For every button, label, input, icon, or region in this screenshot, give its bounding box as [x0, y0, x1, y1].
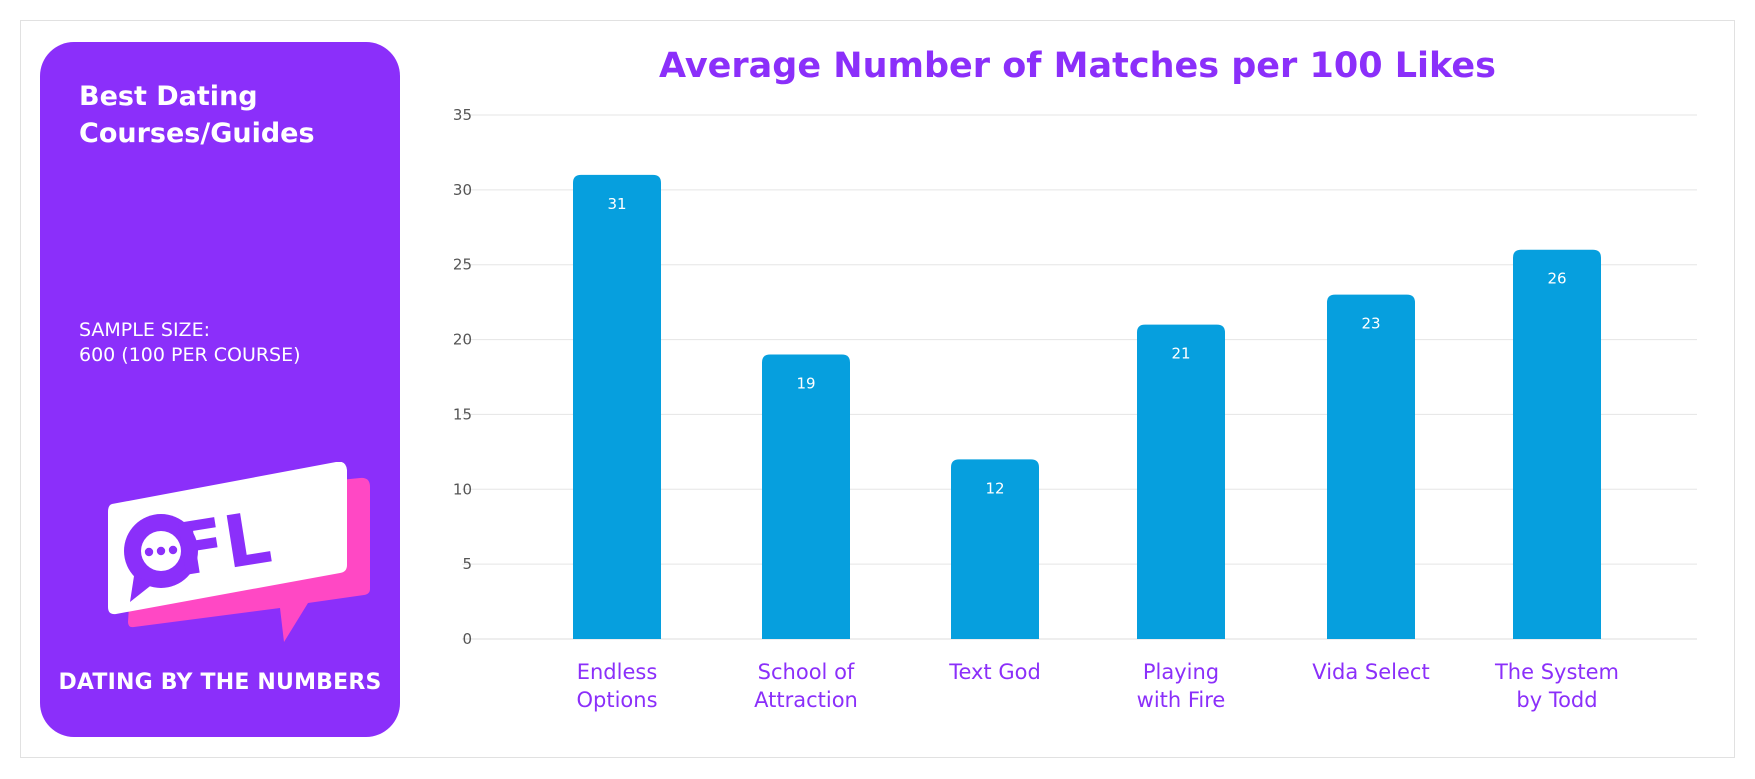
y-tick-label: 20 — [453, 331, 472, 349]
x-tick-label: School of — [758, 660, 855, 684]
x-tick-label: Text God — [948, 660, 1041, 684]
x-tick-label: by Todd — [1516, 688, 1597, 712]
sidebar-title-line2: Courses/Guides — [79, 118, 315, 149]
ofl-logo-text: FL — [169, 495, 276, 593]
y-tick-label: 25 — [453, 256, 472, 274]
chart-title: Average Number of Matches per 100 Likes — [659, 46, 1496, 86]
sample-size-note: SAMPLE SIZE: 600 (100 PER COURSE) — [79, 318, 379, 368]
bar — [762, 354, 850, 639]
sample-size-value: 600 (100 PER COURSE) — [79, 344, 301, 366]
x-tick-label: Endless — [577, 660, 658, 684]
bar — [951, 459, 1039, 639]
x-tick-label: with Fire — [1137, 688, 1226, 712]
data-labels: 31 19 12 21 23 26 — [607, 195, 1566, 497]
sidebar-panel: Best Dating Courses/Guides SAMPLE SIZE: … — [40, 42, 400, 737]
x-tick-label: Vida Select — [1312, 660, 1429, 684]
y-tick-label: 5 — [462, 555, 472, 573]
y-tick-label: 10 — [453, 480, 472, 498]
y-tick-label: 0 — [462, 630, 472, 648]
y-tick-label: 30 — [453, 181, 472, 199]
x-tick-label: Playing — [1143, 660, 1219, 684]
bar — [1513, 249, 1601, 639]
bar — [573, 174, 661, 639]
data-label: 31 — [607, 195, 626, 213]
data-label: 26 — [1547, 270, 1566, 288]
x-tick-label: Attraction — [754, 688, 858, 712]
tagline: DATING BY THE NUMBERS — [58, 670, 382, 695]
bars — [573, 174, 1601, 639]
data-label: 23 — [1361, 315, 1380, 333]
ofl-logo — [108, 462, 370, 642]
bar — [1137, 324, 1225, 639]
x-tick-label: The System — [1494, 660, 1619, 684]
x-tick-label: Options — [576, 688, 657, 712]
sample-size-label: SAMPLE SIZE: — [79, 319, 210, 341]
y-tick-label: 15 — [453, 405, 472, 423]
y-tick-label: 35 — [453, 106, 472, 124]
data-label: 21 — [1171, 345, 1190, 363]
sidebar-title: Best Dating Courses/Guides — [79, 78, 369, 152]
y-axis-ticks: 0 5 10 15 20 25 30 35 — [453, 106, 472, 648]
bar — [1327, 294, 1415, 639]
data-label: 12 — [985, 479, 1004, 497]
x-axis-ticks: Endless Options School of Attraction Text Go… — [576, 660, 1619, 712]
data-label: 19 — [796, 375, 815, 393]
ofl-logo-letters: FL — [169, 495, 276, 593]
sidebar-title-line1: Best Dating — [79, 81, 258, 112]
grid-lines — [462, 114, 1697, 640]
